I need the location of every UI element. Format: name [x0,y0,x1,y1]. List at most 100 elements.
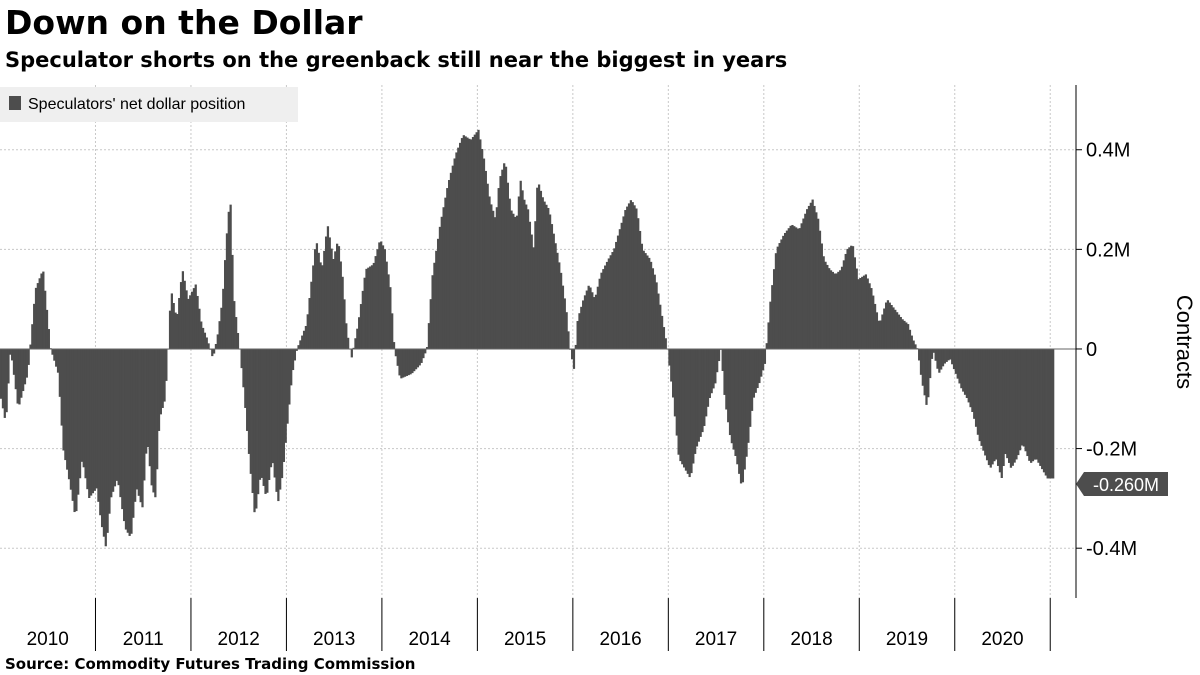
bar [3,348,6,418]
bar [341,276,344,349]
bar [506,182,509,349]
bar [271,348,274,464]
bar [418,348,421,366]
bar [172,303,175,349]
x-tick-label: 2010 [27,629,69,650]
bar [627,203,631,349]
bar [921,348,924,386]
bar [227,211,230,349]
bar [936,348,939,369]
bar [242,348,245,388]
bar [293,348,297,361]
bar [306,314,309,349]
bar [457,147,460,349]
bar [1022,348,1025,447]
x-tick-label: 2012 [218,629,260,650]
bar [767,322,770,349]
bar [279,348,282,490]
bar [629,200,633,349]
bar [367,267,370,349]
bar [543,201,546,349]
bar [976,348,980,435]
bar [548,214,552,349]
bar [899,316,902,349]
bar [504,166,508,349]
bar [717,348,721,362]
bar [750,348,754,411]
bar [214,343,218,349]
bar [123,348,126,522]
bar [33,303,36,349]
bar [14,348,17,390]
bar [183,280,186,349]
bar [414,348,418,370]
bar [497,188,500,349]
bar [317,252,320,349]
bar [433,262,436,349]
bar [126,348,129,533]
bar [537,184,541,349]
bar [903,320,906,349]
bar [260,348,263,478]
bar-chart: 0.4M 0.2M 0 -0.2M -0.4M 2010 2011 2012 2013 2014… [0,85,1197,651]
bar [385,261,388,349]
bar [297,345,300,349]
bar [121,348,124,510]
bar [34,287,38,349]
bar [427,323,431,349]
bar [25,348,28,378]
bar [528,221,532,349]
bar [675,348,678,436]
bar [649,261,653,349]
bar [512,213,515,349]
bar [97,348,100,502]
bar [466,137,469,349]
bar [284,348,287,443]
bar [866,278,869,349]
bar [27,348,30,365]
bar [857,279,860,349]
bar [16,348,19,404]
bar [403,348,407,377]
bar [326,226,330,349]
bar [804,213,807,349]
bar [576,321,579,349]
bar [644,253,647,349]
x-tick-label: 2015 [504,629,546,650]
bar [176,313,179,349]
bar [400,348,403,379]
bar [154,348,157,498]
bar [839,270,842,349]
bar [596,286,599,349]
bar [236,333,240,349]
bar [791,224,794,349]
bar [9,348,12,355]
bar [956,348,959,379]
bar [879,320,882,349]
bar [462,135,465,349]
bar [112,348,115,492]
bar [198,308,201,349]
bar [181,271,185,349]
bar [449,172,453,349]
bar [514,216,517,349]
bar [853,257,857,349]
bar [809,202,812,349]
bar [168,310,172,349]
bar [77,348,80,495]
bar [890,305,893,349]
bar [745,348,748,457]
bar [117,348,120,486]
bar [943,348,946,364]
bar [88,348,91,498]
bar [690,348,693,474]
bar [1002,348,1005,467]
bar [651,268,655,349]
bar [405,348,409,376]
bar [398,348,401,376]
bar [605,261,609,349]
bar [712,348,715,389]
bar [137,348,140,496]
bar [989,348,992,468]
bar [739,348,743,484]
